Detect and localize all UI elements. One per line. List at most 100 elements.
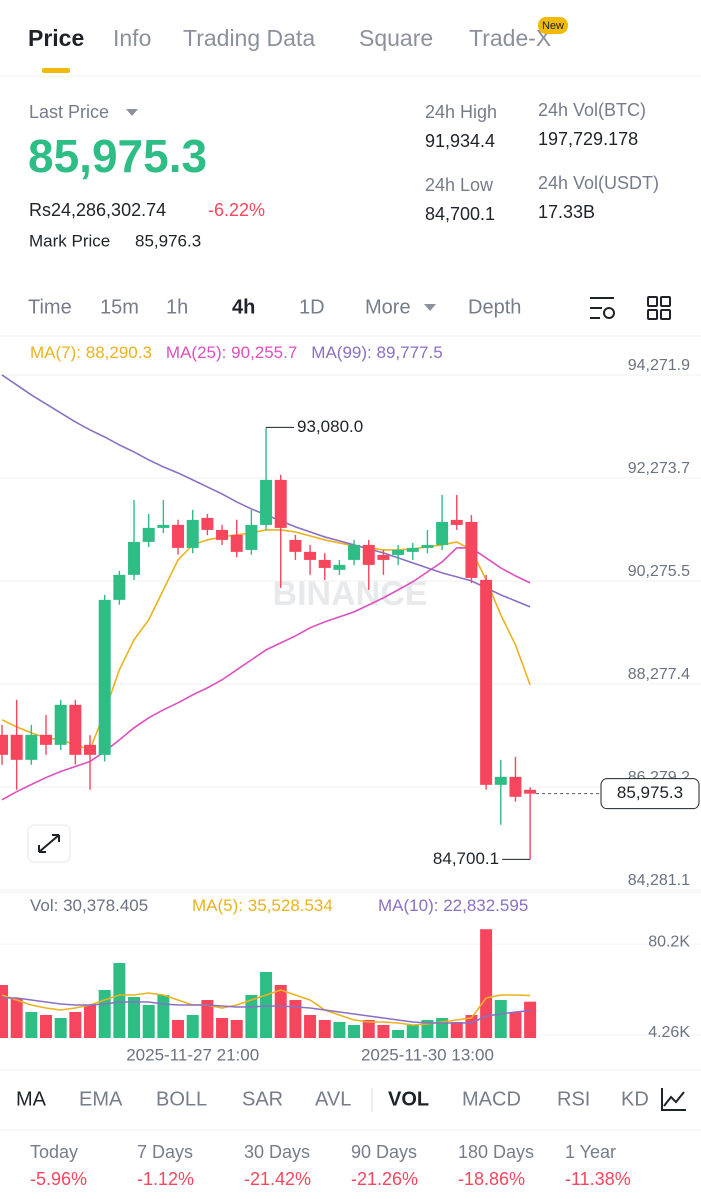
volume-bar [10, 997, 23, 1038]
legend-text: : [434, 896, 443, 915]
interval[interactable]: 1h [166, 296, 188, 318]
candle-body [274, 479, 287, 528]
candle-body [260, 479, 273, 525]
ma-line [2, 997, 531, 1024]
tab[interactable]: Trade-X [469, 25, 551, 51]
interval[interactable]: 1D [299, 296, 325, 318]
tab[interactable]: Square [359, 25, 433, 51]
y-tick-label: 94,271.9 [628, 357, 690, 374]
candle-body [172, 524, 185, 548]
indicator-tab[interactable]: RSI [557, 1088, 590, 1110]
candle-body [509, 776, 522, 797]
legend-text: : [238, 896, 247, 915]
candle-body [25, 734, 38, 760]
tab[interactable]: Price [28, 25, 84, 51]
volume-bar [128, 996, 141, 1038]
candle-body [84, 744, 97, 755]
legend: MA(7): 88,290.3 MA(25): 90,255.7 MA(99): 8… [30, 343, 443, 362]
candle-body [421, 544, 434, 548]
perf-value: -1.12% [137, 1169, 194, 1189]
interval[interactable]: 15m [100, 296, 139, 318]
candle-body [245, 524, 258, 550]
volume-bar [524, 1001, 537, 1038]
interval[interactable]: 4h [232, 296, 255, 318]
indicator-tab[interactable]: EMA [79, 1088, 123, 1110]
candle-body [201, 517, 214, 530]
legend-text: MA(7) [30, 343, 76, 362]
mark-price: 85,976.3 [135, 231, 201, 250]
legend-text: : [222, 343, 231, 362]
candle-body [362, 544, 375, 565]
indicator-tab[interactable]: AVL [315, 1088, 351, 1110]
candle-body [157, 524, 170, 528]
perf-value: -21.26% [351, 1169, 418, 1189]
candle-body [289, 539, 302, 552]
last-price-label: 85,975.3 [617, 783, 683, 802]
interval[interactable]: Depth [468, 296, 521, 318]
dropdown-icon [126, 109, 138, 116]
indicator-tab[interactable]: VOL [388, 1088, 429, 1110]
expand-button[interactable] [27, 824, 71, 863]
legend-text: Vol [30, 896, 54, 915]
volume-bar [260, 971, 273, 1038]
stat-label: 24h Vol(BTC) [538, 100, 646, 120]
chart-icon[interactable] [661, 1088, 686, 1111]
candle-body [128, 541, 141, 575]
stat-label: 24h Low [425, 175, 494, 195]
stat-label: 24h Vol(USDT) [538, 173, 659, 193]
indicator-bar: MA EMA BOLL SAR AVL VOL MACD RSI KD [16, 1088, 649, 1110]
stat-value: 197,729.178 [538, 129, 638, 149]
volume-bar [40, 1014, 53, 1038]
candle-body [494, 776, 507, 785]
volume-bar [289, 999, 302, 1038]
volume-bar [392, 1029, 405, 1038]
last-price-box [600, 778, 700, 810]
tab[interactable]: Info [113, 25, 151, 51]
watermark: BINANCE [273, 575, 428, 613]
candle-body [392, 549, 405, 555]
volume-bar [201, 999, 214, 1038]
x-tick-label: 2025-11-27 21:00 [126, 1045, 259, 1064]
label[interactable]: Last Price [29, 102, 109, 122]
indicator-tab[interactable]: MA [16, 1088, 47, 1110]
volume-bar [157, 994, 170, 1038]
badge [538, 17, 568, 34]
y-tick-label: 92,273.7 [628, 460, 690, 477]
legend-text: MA(99) [311, 343, 367, 362]
interval[interactable]: More [365, 296, 411, 318]
y-tick-label: 90,275.5 [628, 563, 690, 580]
volume-bar [216, 1017, 229, 1038]
volume-bar [98, 989, 111, 1038]
legend: MA(10): 22,832.595 [378, 896, 528, 915]
volume-bar [494, 999, 507, 1038]
candle-body [113, 574, 126, 600]
indicator-tab[interactable]: BOLL [156, 1088, 207, 1110]
indicator-tab[interactable]: KD [621, 1088, 649, 1110]
interval[interactable]: Time [28, 296, 72, 318]
legend-text: 35,528.534 [248, 896, 333, 915]
volume-bar [172, 1019, 185, 1038]
legend-text: 30,378.405 [63, 896, 148, 915]
layout-icon[interactable] [647, 296, 671, 320]
legend: MA(5): 35,528.534 [192, 896, 333, 915]
candle-body [216, 529, 229, 540]
candle-body [304, 551, 317, 560]
volume-bar [54, 1017, 67, 1038]
candle-body [450, 519, 463, 525]
legend-text: MA(25) [166, 343, 222, 362]
perf-value: -11.38% [565, 1169, 631, 1189]
tab[interactable]: Trading Data [183, 25, 315, 51]
legend-text: 90,255.7 [231, 343, 297, 362]
volume-bar [69, 1011, 82, 1038]
volume-bar [25, 1011, 38, 1038]
y-tick-label: 80.2K [648, 933, 690, 950]
legend-text: : [367, 343, 376, 362]
change: -6.22% [208, 200, 265, 220]
x-tick-label: 2025-11-30 13:00 [361, 1045, 494, 1064]
y-tick-label: 4.26K [648, 1024, 690, 1041]
candle-body [318, 559, 331, 568]
indicator-tab[interactable]: SAR [242, 1088, 283, 1110]
settings-icon[interactable] [590, 297, 615, 319]
indicator-tab[interactable]: MACD [462, 1088, 521, 1110]
candle-body [40, 734, 53, 745]
